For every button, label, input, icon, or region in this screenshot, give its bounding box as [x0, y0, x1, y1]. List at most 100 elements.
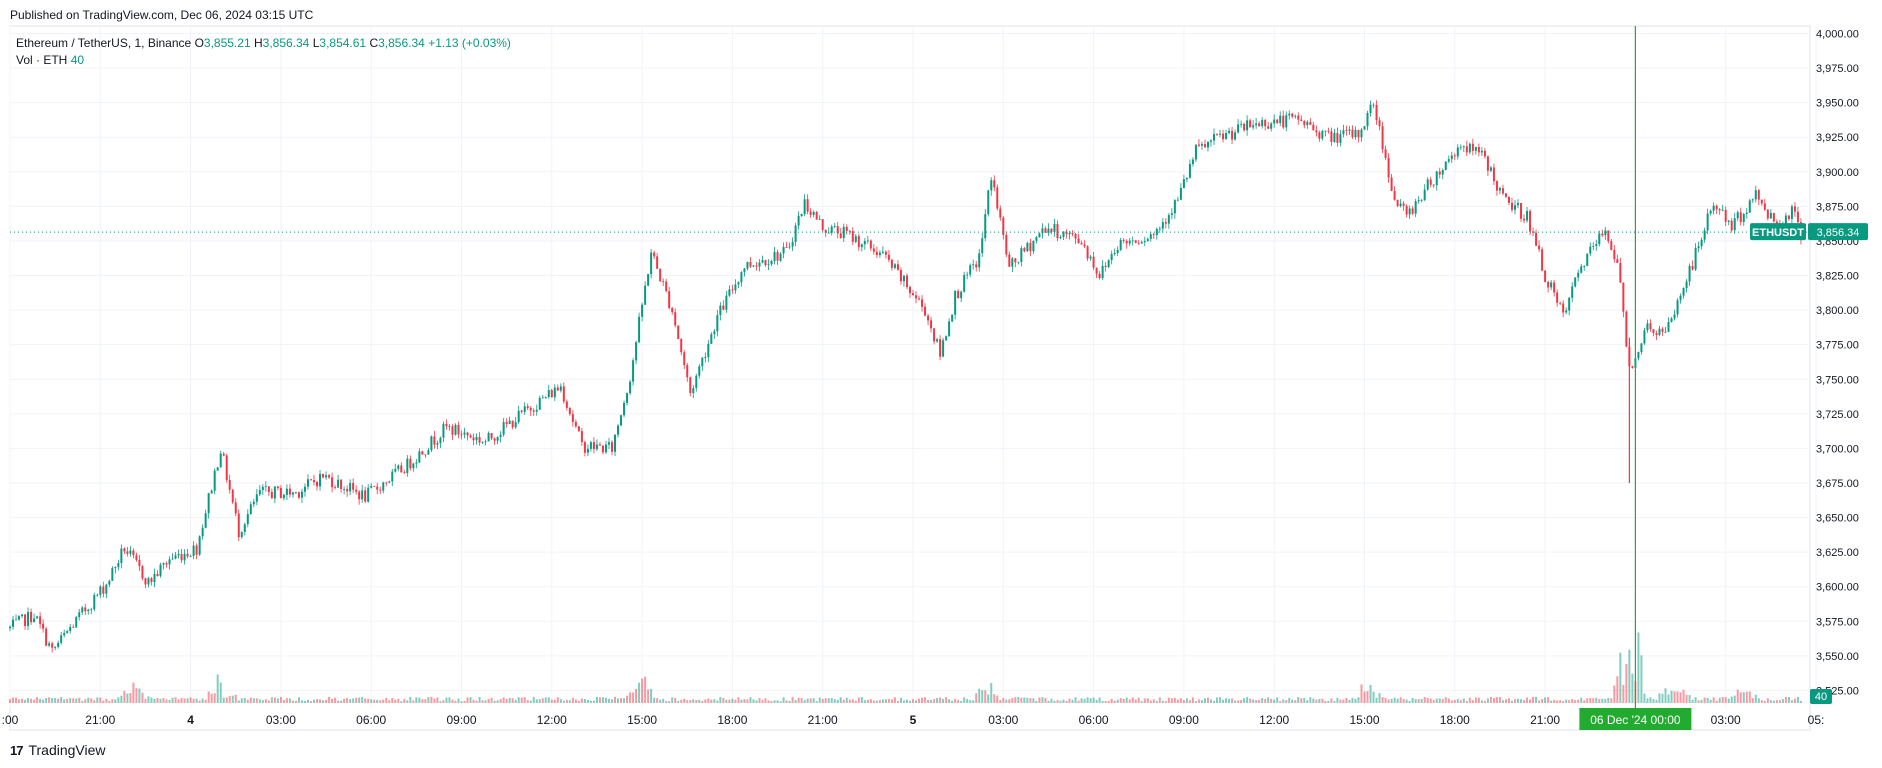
volume-bar: [785, 700, 788, 703]
candle-body: [1008, 254, 1011, 267]
volume-bar: [598, 697, 601, 703]
legend-open: 3,855.21: [203, 36, 251, 50]
volume-bar: [1709, 699, 1712, 703]
candle-body: [653, 252, 656, 257]
candle-body: [328, 475, 331, 478]
candle-body: [1225, 133, 1228, 140]
volume-bar: [481, 700, 484, 703]
candle-body: [568, 407, 571, 415]
candle-body: [839, 233, 842, 239]
volume-bar: [948, 699, 951, 703]
volume-bar: [1652, 699, 1655, 703]
volume-bar: [993, 694, 996, 703]
candle-body: [1598, 233, 1601, 245]
volume-bar: [180, 698, 183, 703]
volume-bar: [18, 699, 21, 703]
candle-body: [872, 248, 875, 252]
candle-body: [1080, 243, 1083, 245]
candle-body: [716, 315, 719, 332]
candle-body: [878, 252, 881, 256]
volume-bar: [1053, 700, 1056, 703]
candle-body: [728, 289, 731, 296]
volume-bar: [1604, 698, 1607, 703]
volume-bar: [1113, 700, 1116, 703]
candle-body: [607, 442, 610, 445]
volume-bar: [261, 700, 264, 703]
volume-bar: [556, 697, 559, 703]
candle-body: [1131, 240, 1134, 242]
volume-bar: [69, 698, 72, 703]
time-tick-label: 15:00: [1349, 713, 1379, 727]
candle-body: [830, 226, 833, 233]
volume-bar: [1101, 701, 1104, 703]
candle-body: [1321, 131, 1324, 139]
candle-body: [472, 437, 475, 441]
candle-body: [689, 377, 692, 394]
candle-body: [1252, 125, 1255, 128]
time-tick-label: 03:00: [1711, 713, 1741, 727]
candle-body: [954, 291, 957, 315]
candle-body: [1535, 232, 1538, 246]
candle-body: [1483, 150, 1486, 157]
volume-bar: [716, 700, 719, 703]
volume-bar: [857, 697, 860, 703]
candle-body: [1399, 203, 1402, 207]
candle-body: [382, 482, 385, 491]
candle-body: [815, 212, 818, 220]
volume-bar: [1044, 698, 1047, 703]
candle-body: [818, 219, 821, 220]
candle-body: [912, 293, 914, 296]
candle-body: [1402, 203, 1405, 206]
candle-body: [1005, 235, 1008, 255]
volume-bar: [1216, 697, 1219, 703]
volume-bar: [665, 701, 668, 703]
candle-body: [27, 611, 30, 627]
crosshair-time-label: 06 Dec '24 00:00: [1590, 713, 1681, 727]
price-tick-label: 3,775.00: [1816, 340, 1859, 352]
volume-bar: [406, 700, 409, 703]
candle-body: [192, 545, 195, 557]
candle-body: [1772, 212, 1775, 222]
candle-body: [427, 450, 430, 455]
candle-body: [1161, 222, 1164, 229]
candle-body: [294, 492, 297, 494]
volume-bar: [1504, 699, 1507, 703]
volume-bar: [520, 697, 523, 703]
candle-body: [72, 626, 75, 628]
candle-body: [1700, 239, 1703, 247]
volume-bar: [668, 701, 671, 703]
volume-bar: [1062, 699, 1065, 703]
candle-body: [1550, 282, 1553, 288]
candle-body: [1553, 282, 1556, 293]
price-badges: ETHUSDT 3,856.34 40 06 Dec '24 00:00: [1579, 223, 1868, 730]
candle-body: [1393, 190, 1396, 200]
candle-body: [987, 190, 990, 215]
candle-body: [1565, 310, 1568, 313]
volume-bar: [1685, 695, 1688, 703]
candle-body: [325, 475, 328, 478]
volume-bar: [978, 688, 981, 703]
volume-bar: [418, 697, 421, 703]
volume-bar: [1462, 698, 1465, 703]
candle-body: [511, 420, 514, 428]
candle-body: [960, 291, 963, 299]
volume-bar: [1164, 701, 1167, 703]
candle-body: [1679, 295, 1682, 301]
volume-bar: [1369, 684, 1372, 703]
volume-bar: [707, 698, 710, 703]
candle-body: [797, 216, 800, 226]
candle-body: [924, 306, 927, 316]
volume-bar: [210, 693, 213, 703]
volume-bar: [1580, 697, 1583, 703]
candle-body: [493, 438, 496, 441]
candle-body: [96, 594, 99, 596]
candle-body: [668, 291, 671, 309]
volume-bar: [1592, 698, 1595, 703]
volume-bar: [743, 699, 746, 703]
volume-bar: [722, 698, 725, 703]
candle-body: [674, 312, 677, 326]
volume-bar: [574, 699, 577, 703]
candle-body: [854, 236, 857, 242]
candle-body: [270, 491, 273, 499]
